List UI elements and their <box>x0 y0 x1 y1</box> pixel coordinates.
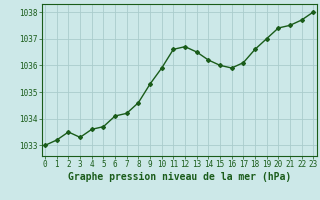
X-axis label: Graphe pression niveau de la mer (hPa): Graphe pression niveau de la mer (hPa) <box>68 172 291 182</box>
